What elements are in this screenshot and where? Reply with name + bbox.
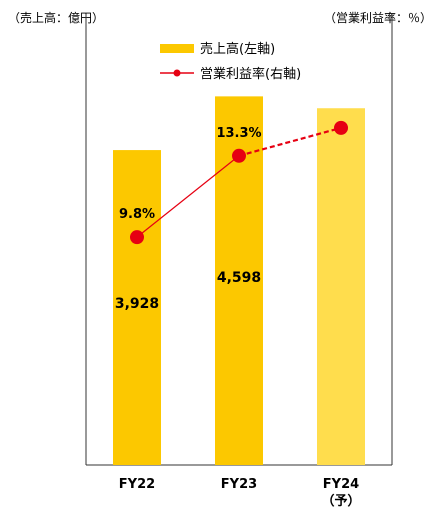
margin-line-series: 9.8% 13.3%: [119, 120, 348, 245]
margin-point-fy23: [232, 148, 246, 163]
margin-line-forecast-segment: [238, 126, 342, 157]
margin-point-fy24: [334, 120, 348, 135]
margin-value-label: 13.3%: [216, 126, 261, 141]
bar-value-label: 4,598: [217, 270, 261, 286]
margin-value-label: 9.8%: [119, 207, 155, 222]
x-tick-label: FY22: [119, 477, 155, 492]
legend-bar-swatch: [160, 44, 194, 53]
margin-line-segment: [136, 155, 240, 238]
left-unit-label: （売上高：億円）: [8, 10, 104, 25]
legend: 売上高(左軸) 営業利益率(右軸): [160, 41, 301, 82]
x-tick-label: FY24: [323, 477, 359, 492]
bar-value-label: 3,928: [115, 296, 159, 312]
x-tick-note: （予）: [321, 493, 360, 509]
x-axis-ticks: FY22 FY23 FY24（予）: [119, 477, 361, 509]
legend-line-marker: [173, 69, 181, 77]
bar-fy22: [113, 150, 161, 465]
margin-point-fy22: [130, 230, 144, 245]
legend-line-label: 営業利益率(右軸): [200, 66, 301, 82]
right-unit-label: （営業利益率：％）: [324, 10, 432, 25]
legend-bar-label: 売上高(左軸): [200, 41, 275, 57]
x-tick-label: FY23: [221, 477, 257, 492]
bar-fy24: [317, 108, 365, 465]
